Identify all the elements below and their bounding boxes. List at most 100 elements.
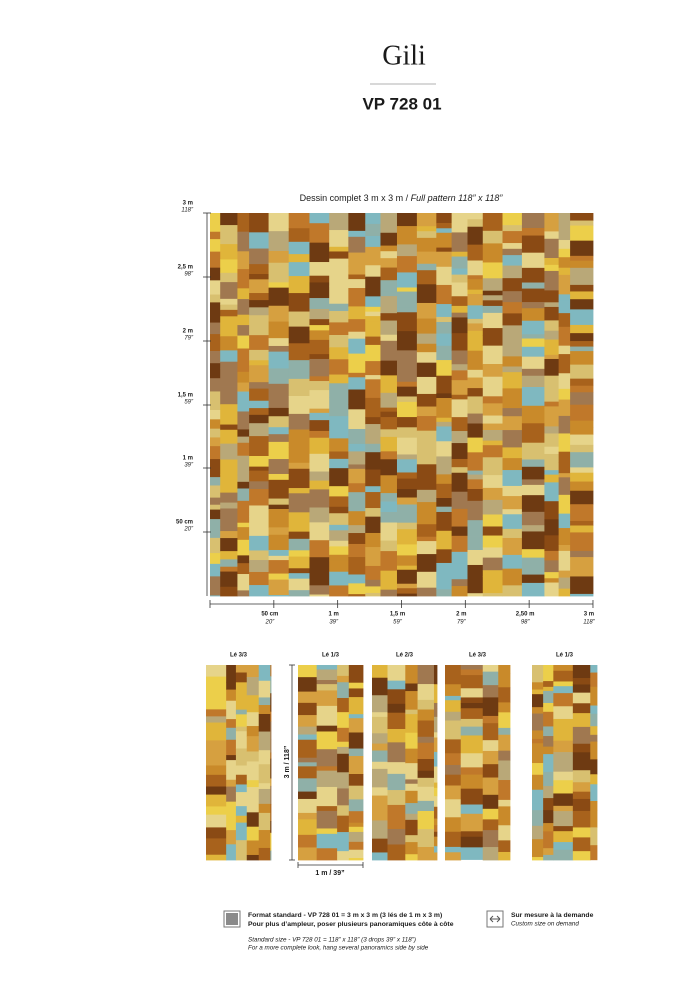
- pattern-tile: [268, 383, 290, 396]
- pattern-tile: [396, 226, 418, 245]
- pattern-tile: [570, 351, 594, 366]
- pattern-tile: [521, 423, 545, 444]
- pattern-tile: [329, 374, 349, 384]
- pattern-tile: [288, 590, 310, 597]
- pattern-tile: [436, 483, 453, 499]
- title: Gili: [382, 40, 426, 71]
- pattern-tile: [220, 474, 238, 494]
- pattern-tile: [258, 830, 271, 849]
- pattern-tile: [396, 417, 418, 428]
- pattern-tile: [482, 671, 499, 686]
- pattern-tile: [220, 367, 238, 387]
- pattern-tile: [521, 574, 545, 584]
- pattern-tile: [348, 525, 366, 534]
- pattern-tile: [348, 574, 366, 584]
- ruler-label: 50 cm: [261, 612, 278, 618]
- pattern-tile: [570, 576, 594, 595]
- pattern-tile: [329, 540, 349, 547]
- pattern-tile: [237, 382, 250, 392]
- pattern-tile: [467, 593, 484, 597]
- ruler-label: 1,5 m: [178, 393, 193, 399]
- pattern-tile: [433, 831, 438, 838]
- pattern-tile: [396, 386, 418, 397]
- pattern-tile: [436, 393, 453, 399]
- pattern-tile: [436, 421, 453, 427]
- pattern-tile: [309, 358, 330, 377]
- pattern-tile: [316, 833, 338, 849]
- pattern-tile: [268, 394, 290, 409]
- pattern-tile: [590, 774, 598, 785]
- pattern-tile: [365, 246, 381, 266]
- pattern-tile: [460, 708, 484, 720]
- pattern-tile: [498, 840, 511, 853]
- pattern-tile: [316, 725, 338, 732]
- pattern-tile: [460, 759, 484, 768]
- pattern-tile: [572, 713, 591, 728]
- pattern-tile: [416, 247, 437, 253]
- pattern-tile: [502, 416, 523, 431]
- pattern-tile: [558, 494, 571, 515]
- pattern-tile: [210, 509, 221, 520]
- pattern-tile: [558, 528, 571, 546]
- pattern-tile: [436, 321, 453, 334]
- pattern-tile: [451, 526, 468, 537]
- pattern-tile: [451, 472, 468, 493]
- pattern-tile: [532, 810, 544, 827]
- pattern-tile: [206, 691, 227, 705]
- pattern-tile: [553, 780, 574, 794]
- pattern-tile: [521, 267, 545, 283]
- pattern-tile: [210, 459, 221, 478]
- pattern-tile: [467, 520, 484, 537]
- pattern-tile: [482, 715, 499, 724]
- pattern-tile: [436, 456, 453, 475]
- pattern-tile: [348, 372, 366, 378]
- pattern-tile: [553, 718, 574, 729]
- pattern-tile: [460, 697, 484, 704]
- pattern-tile: [544, 406, 560, 427]
- pattern-tile: [249, 349, 269, 361]
- pattern-tile: [220, 571, 238, 588]
- pattern-tile: [436, 549, 453, 564]
- pattern-tile: [210, 428, 221, 438]
- pattern-tile: [249, 505, 269, 517]
- pattern-tile: [237, 436, 250, 444]
- pattern-tile: [451, 256, 468, 269]
- pattern-tile: [237, 500, 250, 514]
- pattern-tile: [348, 279, 366, 289]
- pattern-tile: [460, 804, 484, 815]
- pattern-tile: [416, 376, 437, 395]
- pattern-tile: [553, 842, 574, 851]
- pattern-tile: [288, 246, 310, 255]
- pattern-tile: [553, 811, 574, 827]
- pattern-tile: [482, 723, 499, 741]
- pattern-tile: [436, 251, 453, 268]
- pattern-tile: [337, 692, 350, 699]
- pattern-tile: [249, 414, 269, 424]
- pattern-tile: [544, 578, 560, 583]
- pattern-tile: [445, 665, 462, 673]
- pattern-tile: [417, 820, 435, 830]
- pattern-tile: [502, 291, 523, 303]
- pattern-tile: [249, 300, 269, 308]
- pattern-tile: [387, 820, 406, 830]
- pattern-tile: [590, 741, 598, 760]
- pattern-tile: [210, 563, 221, 577]
- pattern-tile: [436, 345, 453, 361]
- pattern-tile: [268, 534, 290, 551]
- pattern-tile: [570, 309, 594, 326]
- pattern-tile: [521, 334, 545, 339]
- pattern-tile: [298, 819, 318, 836]
- pattern-tile: [570, 260, 594, 269]
- pattern-tile: [451, 333, 468, 351]
- pattern-tile: [309, 540, 330, 558]
- pattern-tile: [544, 358, 560, 377]
- pattern-tile: [460, 669, 484, 676]
- pattern-tile: [206, 814, 227, 828]
- pattern-tile: [329, 530, 349, 542]
- pattern-tile: [451, 443, 468, 460]
- pattern-tile: [570, 291, 594, 300]
- pattern-tile: [451, 458, 468, 468]
- pattern-tile: [502, 248, 523, 256]
- pattern-tile: [416, 464, 437, 478]
- pattern-tile: [436, 284, 453, 305]
